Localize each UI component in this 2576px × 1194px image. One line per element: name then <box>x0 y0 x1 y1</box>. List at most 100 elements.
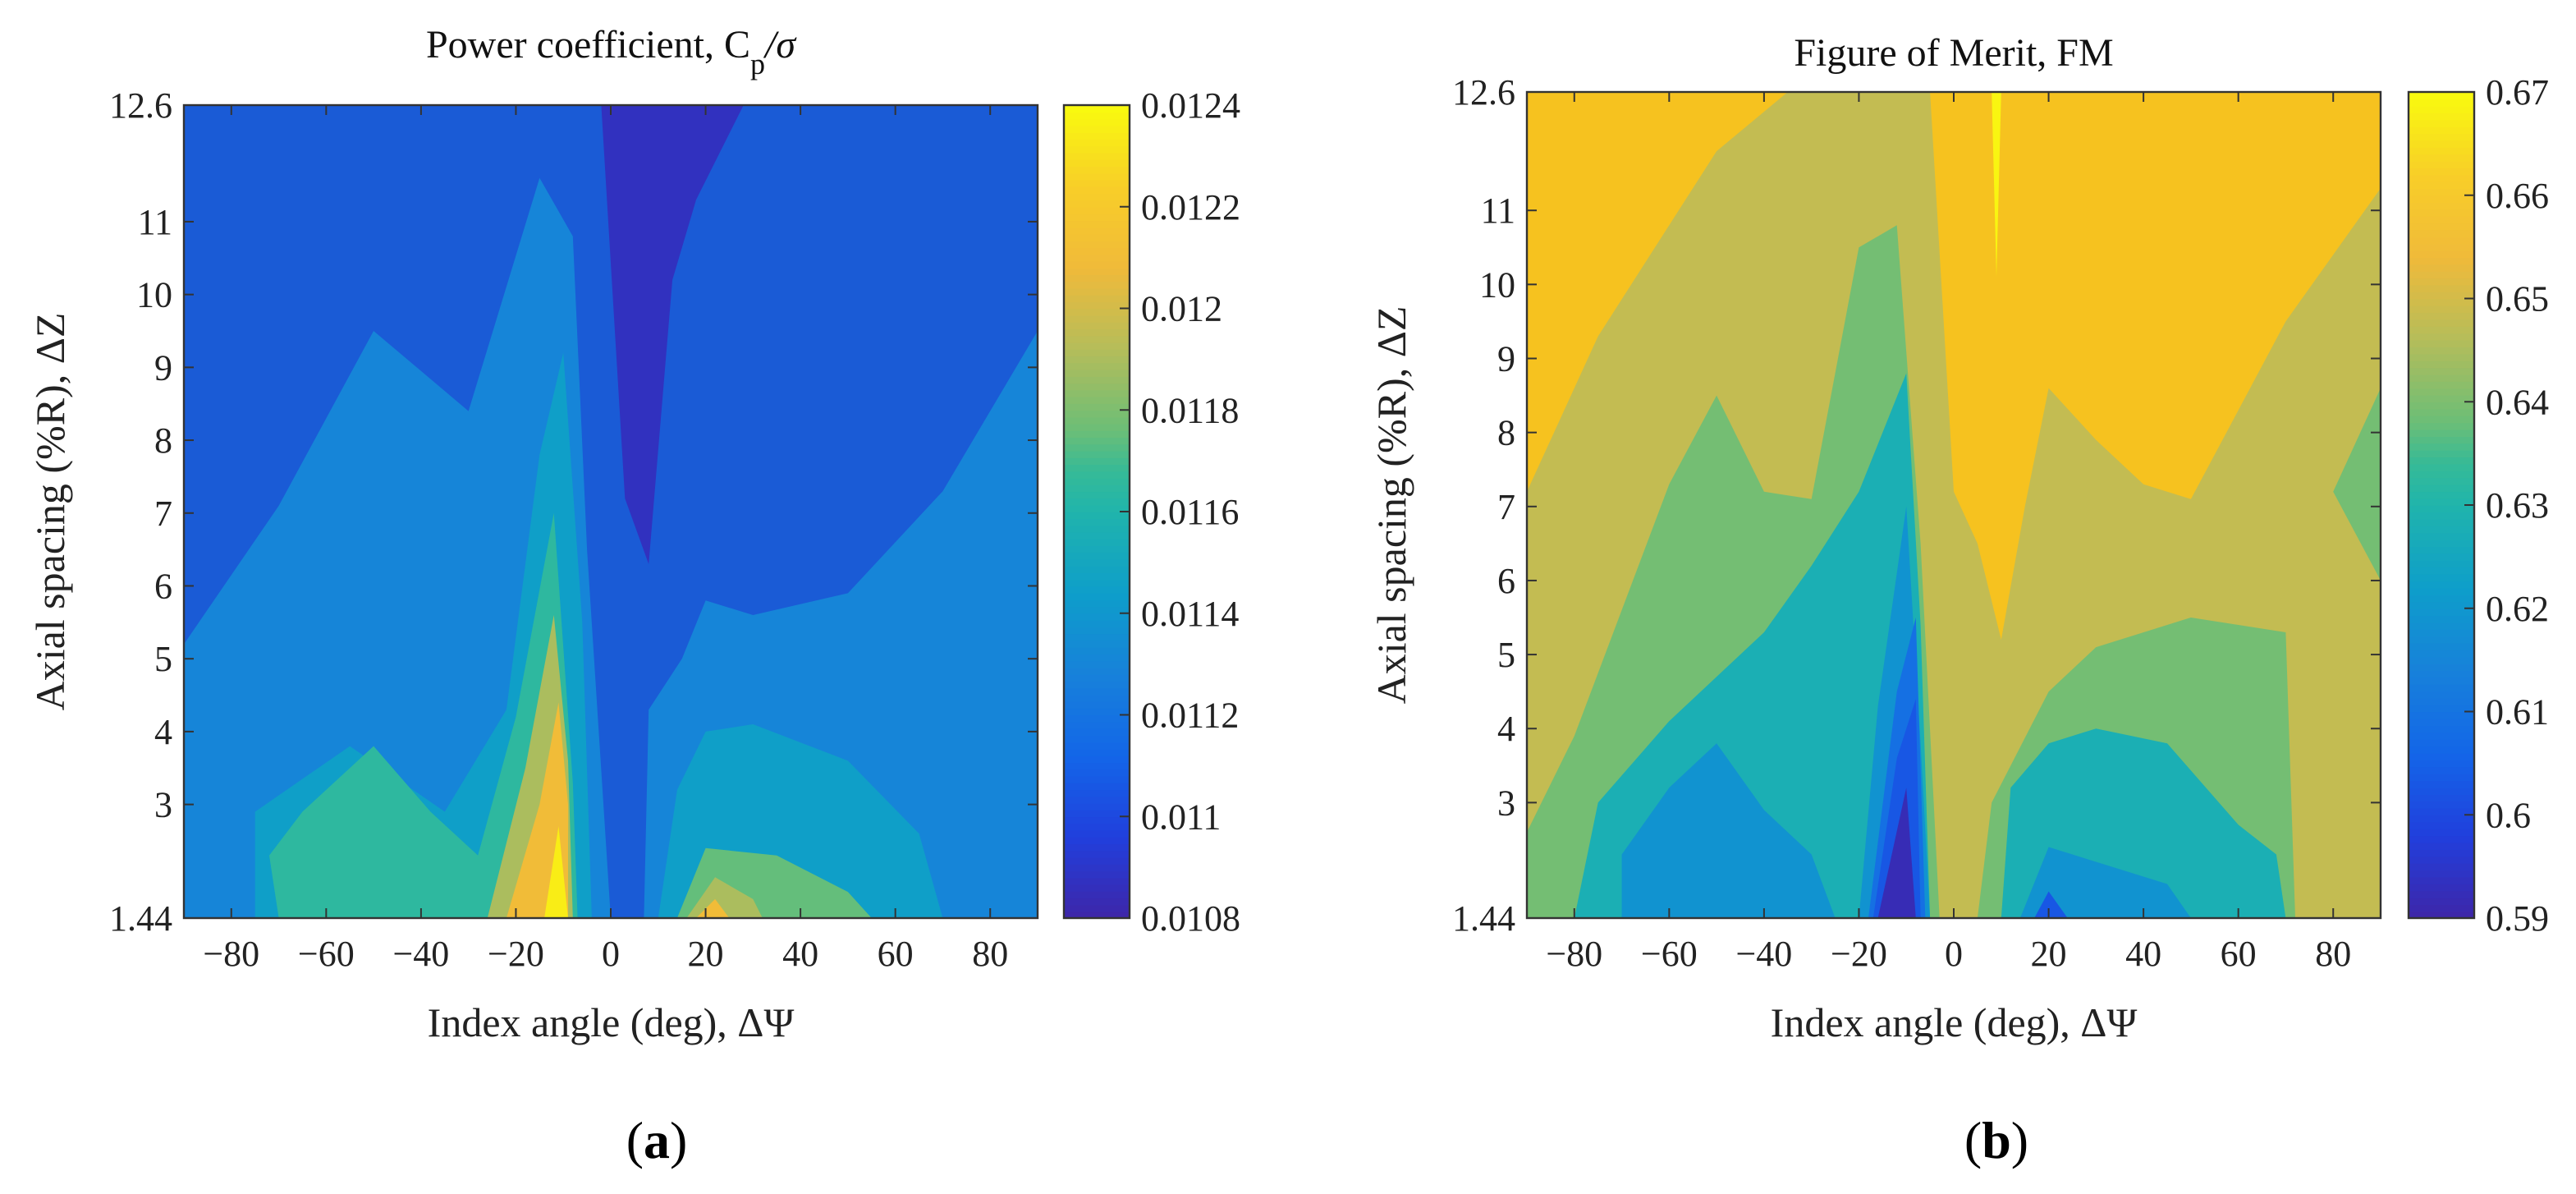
colorbar-swatch <box>2409 911 2474 919</box>
contour-region-12 <box>2034 891 2068 918</box>
colorbar: 0.0108 0.011 0.0112 0.0114 0.0116 0.0118 0.012… <box>1062 85 1240 939</box>
y-tick-label: 1.44 <box>1452 898 1515 939</box>
colorbar-tick-label: 0.6 <box>2486 795 2531 835</box>
colorbar-swatch <box>1064 430 1130 439</box>
colorbar-swatch <box>2409 257 2474 265</box>
y-tick-label: 7 <box>1497 487 1515 527</box>
colorbar-swatch <box>2409 656 2474 664</box>
contour-regions <box>184 105 1038 918</box>
y-tick-label: 6 <box>154 566 172 606</box>
colorbar-swatch <box>2409 725 2474 733</box>
colorbar-swatch <box>1064 512 1130 520</box>
colorbar-swatch <box>1064 105 1130 113</box>
colorbar-swatch <box>1064 335 1130 343</box>
colorbar-tick-label: 0.0118 <box>1141 390 1239 430</box>
colorbar-swatch <box>1064 287 1130 296</box>
y-tick-label: 7 <box>154 494 172 534</box>
colorbar-swatch <box>2409 677 2474 685</box>
colorbar-swatch <box>2409 766 2474 774</box>
y-tick-label: 11 <box>1481 191 1515 231</box>
colorbar-swatch <box>2409 347 2474 355</box>
colorbar-swatch <box>2409 477 2474 485</box>
colorbar-swatch <box>2409 794 2474 802</box>
colorbar-swatch <box>2409 360 2474 369</box>
colorbar-swatch <box>2409 897 2474 906</box>
colorbar-swatch <box>1064 640 1130 648</box>
y-tick-label: 4 <box>1497 709 1515 749</box>
colorbar-swatch <box>1064 152 1130 160</box>
colorbar-swatch <box>1064 681 1130 689</box>
y-axis-label: Axial spacing (%R), ΔZ <box>27 313 73 711</box>
colorbar-swatch <box>2409 884 2474 892</box>
colorbar-swatch <box>1064 566 1130 574</box>
colorbar-swatch <box>2409 532 2474 540</box>
x-tick-label: 0 <box>602 934 620 974</box>
contour-region-11 <box>601 105 744 564</box>
colorbar: 0.59 0.6 0.61 0.62 0.63 0.64 0.65 0.66 0.67 <box>2407 72 2549 939</box>
colorbar-swatch <box>2409 140 2474 148</box>
colorbar-swatch <box>2409 539 2474 548</box>
x-tick-label: −20 <box>488 934 544 974</box>
colorbar-swatch <box>2409 119 2474 127</box>
y-tick-label: 12.6 <box>109 85 172 126</box>
colorbar-swatch <box>1064 769 1130 777</box>
colorbar-swatch <box>1064 403 1130 411</box>
x-axis-label: Index angle (deg), ΔΨ <box>1771 999 2138 1045</box>
colorbar-swatch <box>2409 587 2474 595</box>
colorbar-swatch <box>1064 694 1130 702</box>
colorbar-swatch <box>2409 876 2474 884</box>
colorbar-swatch <box>1064 193 1130 201</box>
colorbar-swatch <box>1064 721 1130 729</box>
colorbar-swatch <box>1064 911 1130 919</box>
colorbar-swatch <box>2409 760 2474 768</box>
colorbar-tick-label: 0.63 <box>2486 485 2549 526</box>
x-tick-label: −60 <box>298 934 355 974</box>
colorbar-swatch <box>1064 783 1130 791</box>
colorbar-swatch <box>2409 209 2474 217</box>
colorbar-swatch <box>1064 125 1130 133</box>
colorbar-swatch <box>1064 674 1130 682</box>
colorbar-tick-label: 0.0112 <box>1141 696 1239 736</box>
colorbar-swatch <box>2409 99 2474 107</box>
colorbar-swatch <box>1064 410 1130 418</box>
colorbar-swatch <box>2409 553 2474 561</box>
colorbar-swatch <box>1064 308 1130 316</box>
y-tick-label: 12.6 <box>1452 72 1515 113</box>
colorbar-swatch <box>2409 147 2474 155</box>
colorbar-swatch <box>1064 613 1130 621</box>
colorbar-swatch <box>2409 835 2474 843</box>
colorbar-swatch <box>2409 92 2474 100</box>
colorbar-swatch <box>1064 647 1130 655</box>
colorbar-swatch <box>1064 186 1130 195</box>
colorbar-swatch <box>1064 179 1130 187</box>
colorbar-swatch <box>2409 471 2474 479</box>
colorbar-swatch <box>1064 112 1130 120</box>
y-tick-label: 10 <box>1479 264 1515 305</box>
colorbar-swatch <box>1064 864 1130 872</box>
colorbar-swatch <box>2409 422 2474 430</box>
colorbar-swatch <box>1064 660 1130 668</box>
colorbar-swatch <box>2409 202 2474 210</box>
colorbar-swatch <box>1064 735 1130 743</box>
colorbar-swatch <box>1064 342 1130 350</box>
colorbar-swatch <box>1064 477 1130 485</box>
colorbar-swatch <box>2409 353 2474 361</box>
colorbar-swatch <box>1064 898 1130 906</box>
colorbar-swatch <box>2409 601 2474 609</box>
colorbar-swatch <box>1064 620 1130 628</box>
colorbar-swatch <box>1064 233 1130 241</box>
colorbar-swatch <box>1064 301 1130 310</box>
colorbar-swatch <box>1064 423 1130 431</box>
colorbar-swatch <box>1064 837 1130 845</box>
colorbar-swatch <box>2409 622 2474 630</box>
colorbar-swatch <box>1064 843 1130 852</box>
colorbar-swatch <box>1064 118 1130 126</box>
colorbar-swatch <box>1064 362 1130 370</box>
y-tick-label: 6 <box>1497 561 1515 601</box>
colorbar-swatch <box>1064 714 1130 723</box>
panel-a-power-coefficient-chart: Power coefficient, Cp/σ −80 −60 −40 −20 0 20 4… <box>27 23 1240 1169</box>
colorbar-swatch <box>1064 633 1130 641</box>
y-axis-ticks: 1.44 3 4 5 6 7 8 9 10 11 12.6 <box>1452 72 2381 939</box>
y-tick-label: 8 <box>154 420 172 461</box>
contour-region-8 <box>506 702 568 918</box>
